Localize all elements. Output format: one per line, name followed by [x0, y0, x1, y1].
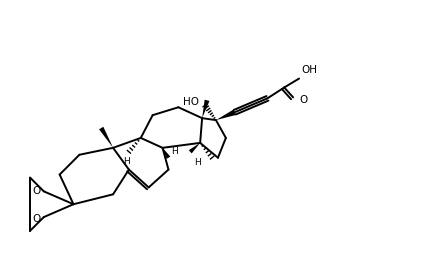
Text: O: O — [32, 186, 41, 196]
Polygon shape — [99, 127, 113, 148]
Text: O: O — [298, 95, 307, 105]
Text: HO: HO — [183, 97, 199, 107]
Text: O: O — [32, 214, 41, 224]
Text: H: H — [193, 158, 200, 167]
Text: OH: OH — [300, 65, 317, 75]
Text: H: H — [171, 147, 177, 156]
Polygon shape — [201, 100, 209, 118]
Polygon shape — [188, 143, 200, 153]
Polygon shape — [162, 148, 170, 159]
Polygon shape — [216, 109, 236, 120]
Text: H: H — [123, 157, 130, 166]
